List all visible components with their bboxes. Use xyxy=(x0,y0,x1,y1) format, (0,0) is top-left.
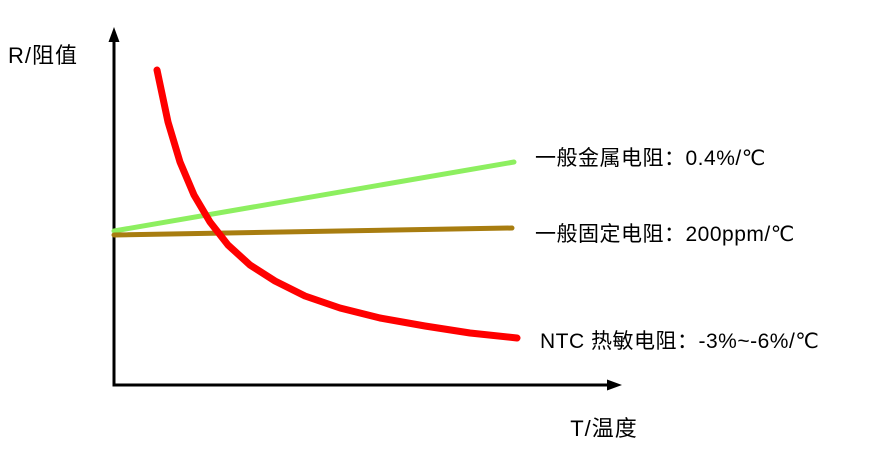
x-axis-arrowhead xyxy=(607,379,622,391)
series-line-metal-resistor xyxy=(111,159,517,234)
x-axis-label: T/温度 xyxy=(570,416,638,441)
annotation-ntc-thermistor: NTC 热敏电阻：-3%~-6%/℃ xyxy=(540,330,820,353)
y-axis-label: R/阻值 xyxy=(8,43,79,68)
annotation-fixed-resistor: 一般固定电阻：200ppm/℃ xyxy=(535,223,795,246)
y-axis-arrowhead xyxy=(108,27,120,42)
series-line-ntc-thermistor xyxy=(153,66,521,342)
annotation-metal-resistor: 一般金属电阻：0.4%/℃ xyxy=(535,147,766,170)
series-line-fixed-resistor xyxy=(111,225,515,238)
